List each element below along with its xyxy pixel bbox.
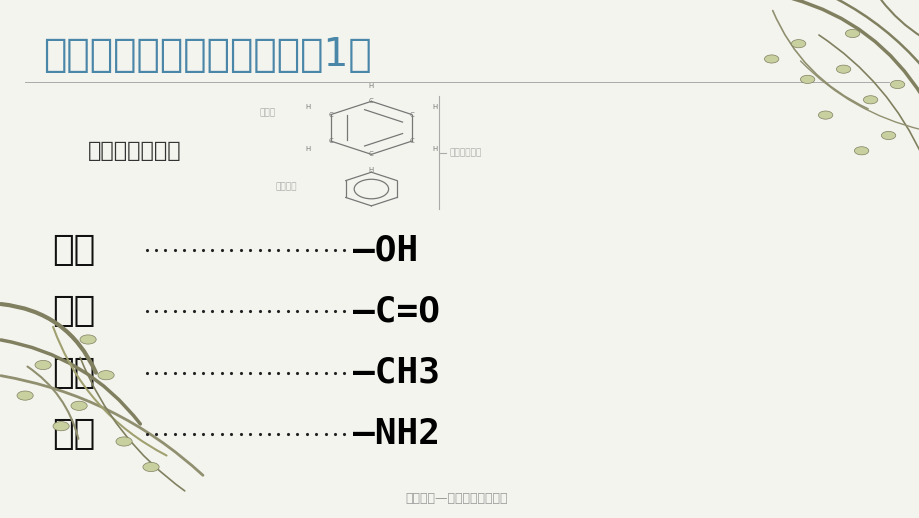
Text: —CH3: —CH3	[353, 356, 440, 390]
Circle shape	[854, 147, 868, 155]
Circle shape	[790, 39, 805, 48]
Text: 氨基: 氨基	[52, 417, 96, 451]
Circle shape	[764, 55, 778, 63]
Text: 生物化学—氨基酸蛋白质和酶: 生物化学—氨基酸蛋白质和酶	[405, 492, 507, 505]
Circle shape	[835, 65, 850, 73]
Text: 羰基: 羰基	[52, 294, 96, 328]
Text: H: H	[304, 104, 310, 110]
Circle shape	[116, 437, 132, 446]
Circle shape	[53, 422, 69, 431]
Text: C: C	[409, 111, 414, 118]
Text: H: H	[369, 167, 374, 172]
Text: H: H	[369, 83, 374, 89]
Text: —C=O: —C=O	[353, 294, 440, 328]
Circle shape	[800, 75, 814, 83]
Circle shape	[818, 111, 832, 119]
Text: 甲基: 甲基	[52, 356, 96, 390]
Circle shape	[880, 132, 895, 139]
Circle shape	[862, 96, 877, 104]
Text: —NH2: —NH2	[353, 417, 440, 451]
Circle shape	[845, 30, 859, 38]
Text: H: H	[432, 146, 437, 152]
Text: —OH: —OH	[353, 233, 418, 267]
Circle shape	[17, 391, 33, 400]
Text: 苯环（芳香环）: 苯环（芳香环）	[88, 141, 182, 161]
Text: 结构简式: 结构简式	[275, 182, 297, 191]
Circle shape	[71, 401, 87, 410]
Circle shape	[142, 463, 159, 471]
Text: H: H	[432, 104, 437, 110]
Text: C: C	[369, 151, 373, 157]
Circle shape	[80, 335, 96, 344]
Text: C: C	[328, 138, 333, 144]
Circle shape	[890, 80, 903, 89]
Text: C: C	[328, 111, 333, 118]
Text: 羟基: 羟基	[52, 233, 96, 267]
Text: 预科：几个有机化学术语（1）: 预科：几个有机化学术语（1）	[43, 36, 371, 74]
Text: H: H	[304, 146, 310, 152]
Text: 结构式: 结构式	[260, 108, 276, 117]
Text: 标准凯库勒式: 标准凯库勒式	[449, 148, 482, 157]
Text: C: C	[409, 138, 414, 144]
Circle shape	[97, 370, 114, 380]
Text: C: C	[369, 98, 373, 104]
Circle shape	[35, 361, 51, 369]
